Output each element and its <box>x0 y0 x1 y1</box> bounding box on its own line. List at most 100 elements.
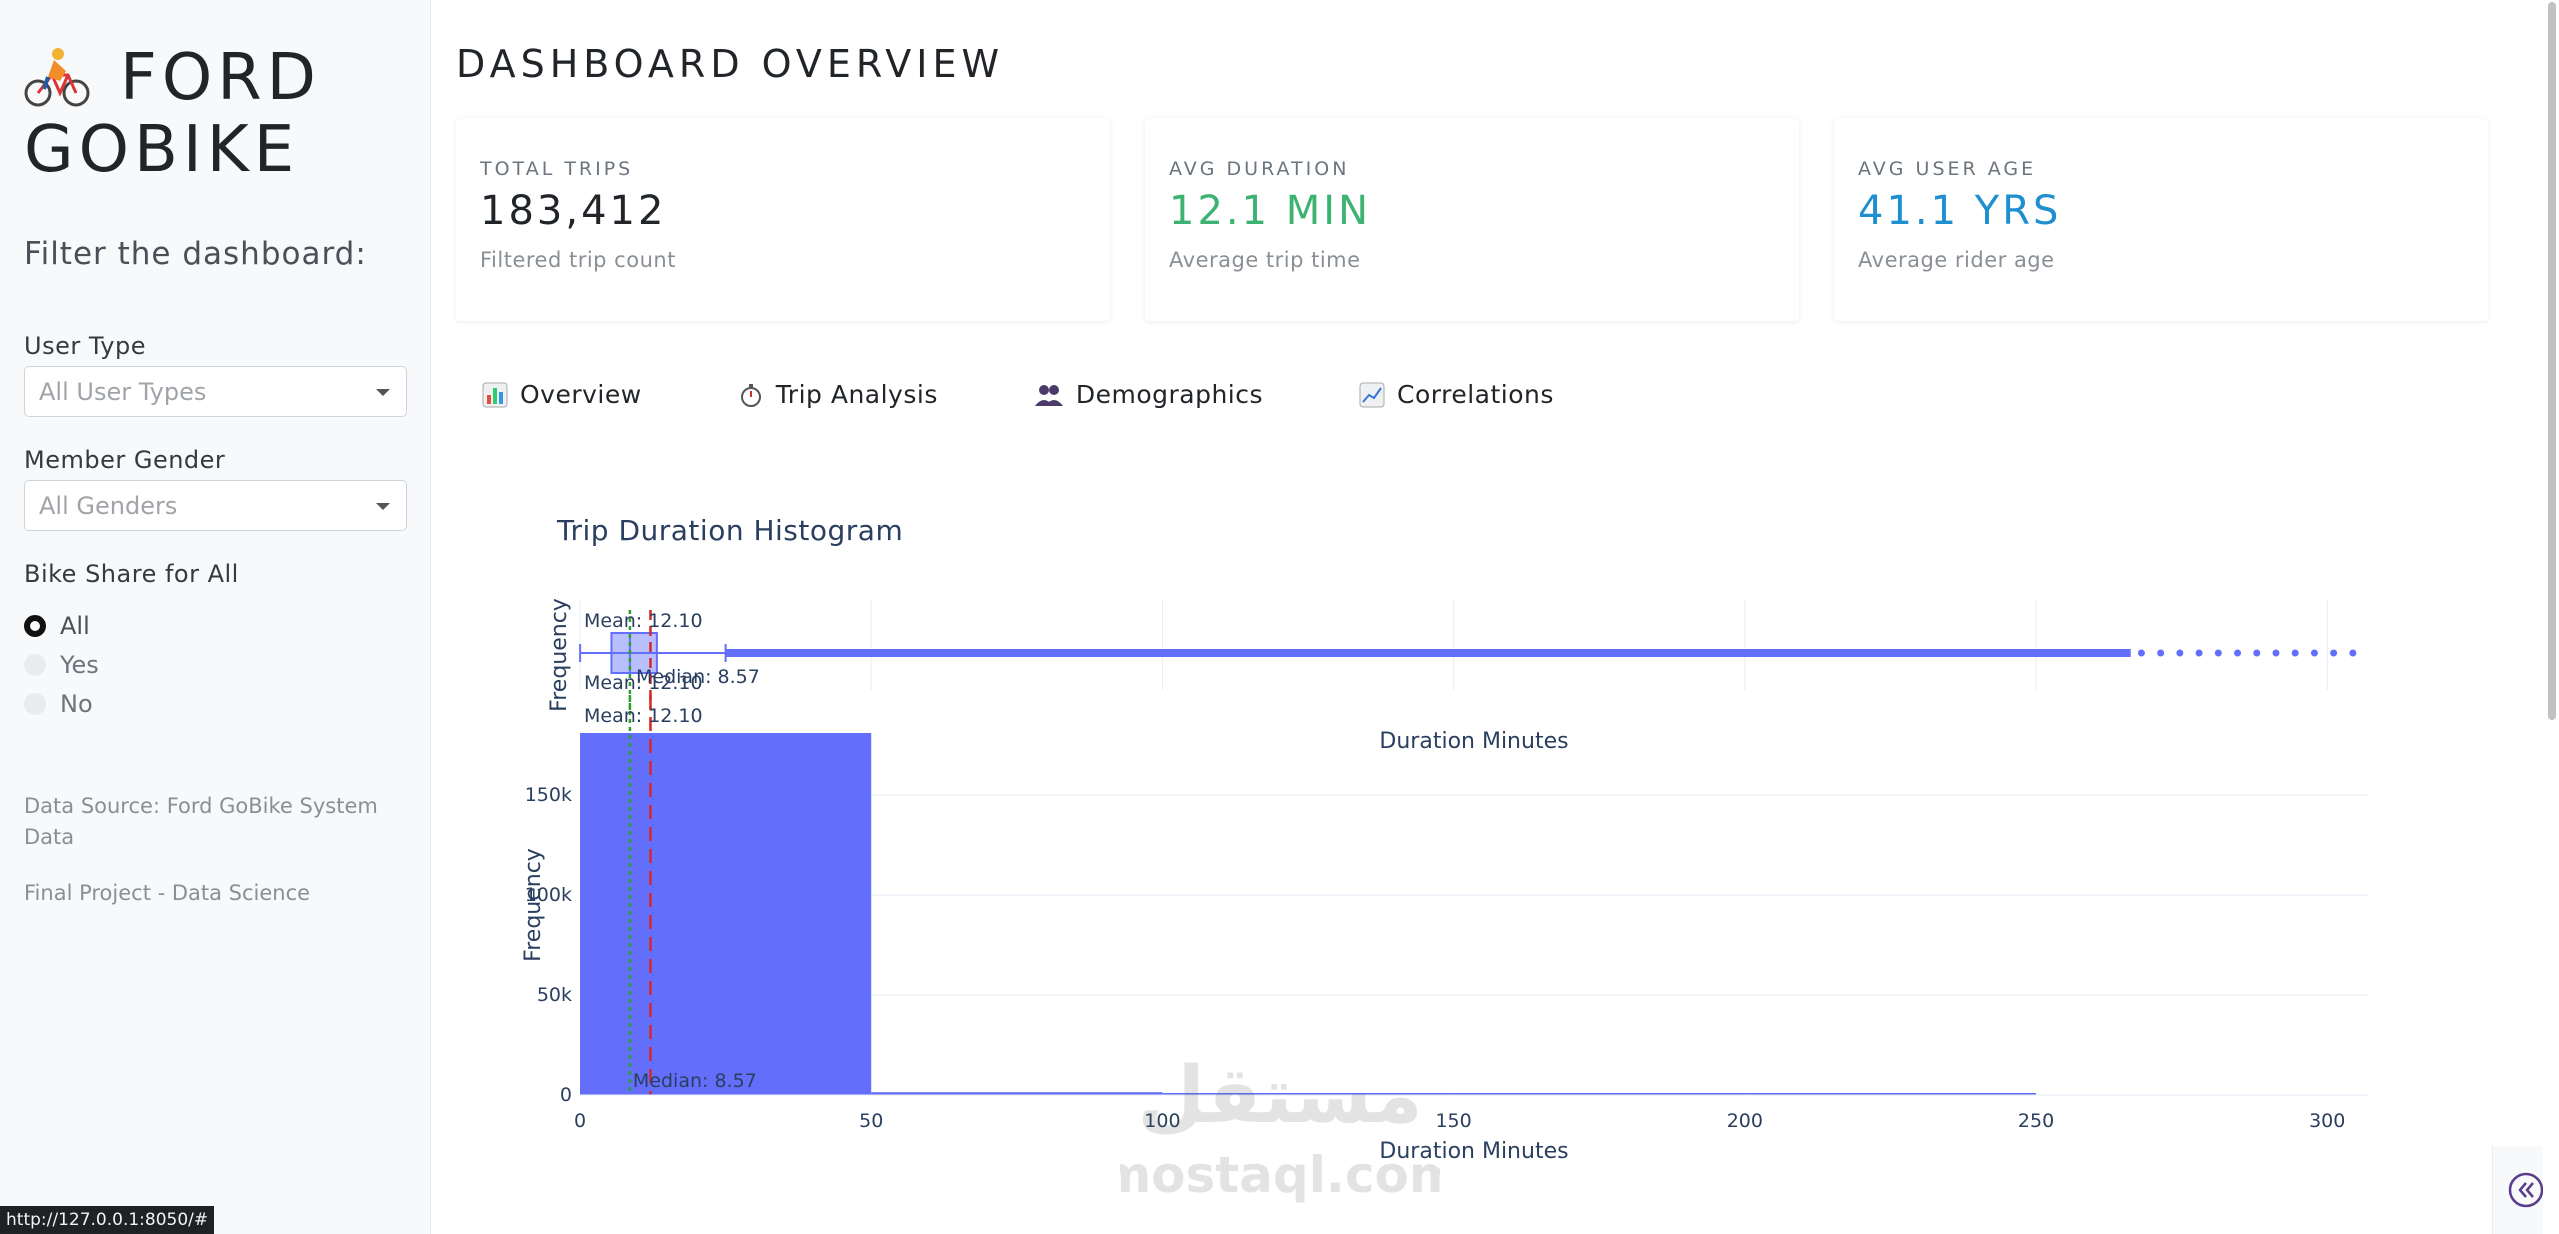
box-outlier-point <box>2195 649 2203 657</box>
line-chart-icon <box>1359 382 1385 407</box>
sidebar: FORD GOBIKE Filter the dashboard: User T… <box>0 0 431 1234</box>
box-outlier-point <box>2003 649 2011 657</box>
box-outlier-point <box>2099 649 2107 657</box>
chevron-down-icon <box>376 389 390 396</box>
brand-title: FORD GOBIKE <box>24 42 424 186</box>
radio-all[interactable]: All <box>24 606 99 645</box>
box-outlier-point <box>2176 649 2184 657</box>
member-gender-dropdown[interactable]: All Genders <box>24 480 407 531</box>
kpi-value: 183,412 <box>480 188 667 234</box>
histogram-bar <box>1744 1093 2037 1095</box>
double-chevron-left-icon <box>2508 1172 2544 1208</box>
x-tick-label: 300 <box>2309 1110 2345 1132</box>
histogram-bar <box>1162 1093 1454 1095</box>
tab-label: Trip Analysis <box>775 380 938 409</box>
marginal-x-axis-label: Duration Minutes <box>1379 729 1568 754</box>
mean-annotation-marginal: Mean: 12.10 <box>584 610 703 632</box>
kpi-subtitle: Average rider age <box>1858 248 2055 272</box>
median-annotation: Median: 8.57 <box>633 1070 757 1092</box>
marginal-y-axis-label: Frequency <box>547 598 572 712</box>
box-outlier-point <box>2080 649 2088 657</box>
project-note: Final Project - Data Science <box>24 881 311 905</box>
radio-unchecked-icon[interactable] <box>24 692 46 715</box>
x-tick-label: 250 <box>2018 1110 2054 1132</box>
histogram-chart[interactable]: 0 50k 100k 150k 0 50 100 150 200 250 300 Median: 8.… <box>456 560 2456 1180</box>
tab-bar: Overview Trip Analysis Demographics Corr… <box>482 380 1650 409</box>
filter-title: Filter the dashboard: <box>24 236 367 272</box>
kpi-card-total-trips: TOTAL TRIPS 183,412 Filtered trip count <box>456 118 1110 321</box>
x-tick-label: 150 <box>1435 1110 1471 1132</box>
bicyclist-icon <box>24 48 90 107</box>
x-tick-label: 50 <box>859 1110 883 1132</box>
box-outliers <box>725 649 2131 657</box>
bar-chart-icon <box>482 382 508 407</box>
box-outlier-point <box>2234 649 2242 657</box>
x-tick-label: 0 <box>574 1110 586 1132</box>
mean-annotation-overlap: Mean: 12.10 <box>584 705 703 727</box>
chart-title: Trip Duration Histogram <box>557 514 904 547</box>
brand-line2: GOBIKE <box>24 113 300 187</box>
radio-label: No <box>60 689 93 718</box>
box-outlier-point <box>2310 649 2318 657</box>
bike-share-label: Bike Share for All <box>24 560 239 588</box>
tab-label: Correlations <box>1397 380 1554 409</box>
kpi-subtitle: Average trip time <box>1169 248 1361 272</box>
box-outlier-point <box>2041 649 2049 657</box>
member-gender-placeholder: All Genders <box>39 491 178 520</box>
mean-annotation: Mean: 12.10 <box>584 672 703 694</box>
chevron-down-icon <box>376 503 390 510</box>
data-source-note: Data Source: Ford GoBike System Data <box>24 794 378 849</box>
radio-label: Yes <box>60 650 99 679</box>
radio-unchecked-icon[interactable] <box>24 653 46 676</box>
people-icon <box>1034 384 1063 406</box>
kpi-card-avg-age: AVG USER AGE 41.1 YRS Average rider age <box>1834 118 2488 321</box>
median-annotation-marginal: Median: 8.57 <box>636 666 760 688</box>
status-bar-url: http://127.0.0.1:8050/# <box>0 1206 215 1234</box>
kpi-label: AVG DURATION <box>1169 158 1350 180</box>
radio-checked-icon[interactable] <box>24 614 46 637</box>
kpi-label: AVG USER AGE <box>1858 158 2037 180</box>
box-outlier-point <box>2214 649 2222 657</box>
x-tick-label: 100 <box>1144 1110 1180 1132</box>
kpi-label: TOTAL TRIPS <box>480 158 634 180</box>
brand-line1: FORD <box>120 41 321 115</box>
kpi-card-avg-duration: AVG DURATION 12.1 MIN Average trip time <box>1145 118 1799 321</box>
y-axis-label: Frequency <box>521 848 546 962</box>
histogram-bar <box>871 1092 1163 1095</box>
box-outlier-point <box>2330 649 2338 657</box>
box-outlier-point <box>2349 649 2357 657</box>
y-tick-label: 100k <box>525 884 572 906</box>
box-outlier-point <box>2118 649 2126 657</box>
user-type-dropdown[interactable]: All User Types <box>24 366 407 417</box>
box-outlier-point <box>2253 649 2261 657</box>
radio-no[interactable]: No <box>24 684 99 723</box>
bike-share-radio-group: All Yes No <box>24 606 99 723</box>
box-outlier-point <box>2022 649 2030 657</box>
x-axis-label: Duration Minutes <box>1379 1139 1568 1164</box>
stopwatch-icon <box>740 383 761 407</box>
page-title: DASHBOARD OVERVIEW <box>456 42 1005 86</box>
radio-label: All <box>60 611 90 640</box>
tab-demographics[interactable]: Demographics <box>1034 380 1263 409</box>
tab-label: Overview <box>520 380 642 409</box>
tab-trip-analysis[interactable]: Trip Analysis <box>738 380 938 409</box>
box-outlier-point <box>2291 649 2299 657</box>
y-tick-label: 50k <box>537 984 572 1006</box>
radio-yes[interactable]: Yes <box>24 645 99 684</box>
box-outlier-point <box>2157 649 2165 657</box>
y-tick-label: 150k <box>525 784 572 806</box>
y-tick-label: 0 <box>560 1084 572 1106</box>
user-type-placeholder: All User Types <box>39 377 207 406</box>
tab-correlations[interactable]: Correlations <box>1359 380 1554 409</box>
tab-overview[interactable]: Overview <box>482 380 642 409</box>
box-outlier-point <box>2061 649 2069 657</box>
box-outlier-point <box>2272 649 2280 657</box>
member-gender-label: Member Gender <box>24 446 226 474</box>
scrollbar-thumb[interactable] <box>2548 2 2556 720</box>
kpi-value: 12.1 MIN <box>1169 188 1372 234</box>
page-scrollbar[interactable] <box>2543 0 2559 1234</box>
box-outlier-point <box>2137 649 2145 657</box>
tab-label: Demographics <box>1075 380 1264 409</box>
kpi-value: 41.1 YRS <box>1858 188 2062 234</box>
histogram-bar <box>1453 1093 1745 1095</box>
